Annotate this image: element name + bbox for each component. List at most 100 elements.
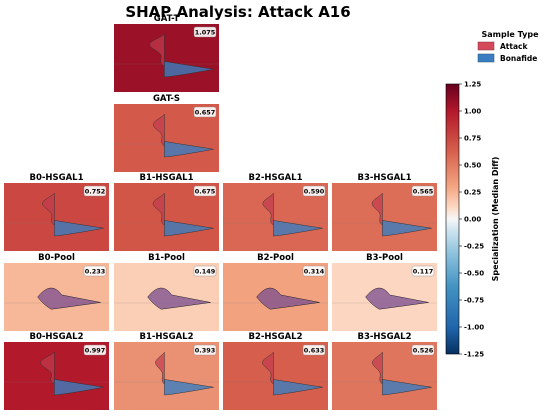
legend: Sample Type Attack Bonafide	[477, 30, 539, 63]
colorbar-tick-label: 1.00	[464, 108, 481, 116]
value-label: 0.997	[85, 347, 106, 355]
panel-title: B2-HSGAL1	[248, 173, 302, 183]
colorbar-tick-label: 0.25	[464, 189, 481, 197]
value-badge	[193, 265, 217, 277]
violin-attack	[152, 192, 165, 226]
panel-title: B1-Pool	[148, 253, 185, 263]
violin-bonafide	[54, 220, 104, 237]
panel-title: B1-HSGAL1	[139, 173, 193, 183]
value-label: 0.117	[413, 268, 434, 276]
colorbar-tick-label: -0.50	[464, 270, 484, 278]
value-label: 0.149	[195, 268, 216, 276]
value-badge	[83, 185, 107, 197]
value-label: 1.075	[195, 29, 216, 37]
violin-bonafide	[164, 220, 214, 237]
panel-b3-pool: 0.117 B3-Pool	[332, 253, 437, 331]
colorbar-ticks: 1.25 1.00 0.75 0.50 0.25 0.00 -0.25 -0.50 -0.75 -…	[459, 81, 484, 359]
panel-title: GAT-S	[153, 94, 180, 104]
violin-attack	[155, 351, 165, 385]
violin-bonafide	[382, 379, 432, 396]
panel-title: B3-Pool	[366, 253, 403, 263]
violin-bonafide	[164, 141, 214, 158]
panel-title: B0-HSGAL1	[29, 173, 83, 183]
panel-title: B3-HSGAL1	[357, 173, 411, 183]
colorbar-tick-label: 0.50	[464, 162, 481, 170]
panel-title: B2-Pool	[257, 253, 294, 263]
value-label: 0.393	[195, 347, 216, 355]
colorbar-tick-label: -0.75	[464, 297, 484, 305]
violin-combined	[256, 287, 320, 310]
chart-title: SHAP Analysis: Attack A16	[125, 3, 350, 21]
value-badge	[193, 106, 217, 118]
value-label: 0.657	[195, 109, 216, 117]
violin-attack	[262, 351, 274, 385]
violin-attack	[371, 192, 383, 226]
panel-gat-s: 0.657 GAT-S	[114, 94, 219, 172]
panel-title: B2-HSGAL2	[248, 332, 302, 342]
colorbar: 1.25 1.00 0.75 0.50 0.25 0.00 -0.25 -0.50 -0.75 -…	[445, 81, 500, 359]
violin-attack	[42, 192, 55, 226]
panel-title: B3-HSGAL2	[357, 332, 411, 342]
value-badge	[411, 265, 435, 277]
violin-bonafide	[382, 220, 432, 237]
value-label: 0.752	[85, 188, 106, 196]
value-label: 0.675	[195, 188, 216, 196]
colorbar-tick-label: -1.25	[464, 351, 484, 359]
colorbar-tick-label: -1.00	[464, 324, 484, 332]
legend-label-attack: Attack	[500, 42, 528, 51]
legend-title: Sample Type	[481, 30, 539, 39]
value-badge	[411, 185, 435, 197]
violin-attack	[372, 351, 383, 385]
value-label: 0.526	[413, 347, 434, 355]
panel-b1-pool: 0.149 B1-Pool	[114, 253, 219, 331]
violin-attack	[40, 351, 55, 385]
panel-grid: 1.075GAT-T0.657GAT-S0.752B0-HSGAL10.675B…	[4, 14, 437, 410]
violin-bonafide	[54, 379, 104, 396]
colorbar-tick-label: 0.00	[464, 216, 481, 224]
violin-attack	[149, 33, 165, 67]
colorbar-gradient	[445, 83, 460, 355]
value-badge	[411, 344, 435, 356]
panel-title: B1-HSGAL2	[139, 332, 193, 342]
violin-bonafide	[273, 379, 323, 396]
value-label: 0.565	[413, 188, 434, 196]
value-label: 0.633	[304, 347, 325, 355]
violin-combined	[365, 287, 429, 310]
panel-title: GAT-T	[154, 14, 180, 24]
value-badge	[83, 265, 107, 277]
violin-bonafide	[164, 61, 214, 78]
value-label: 0.314	[304, 268, 325, 276]
value-badge	[193, 185, 217, 197]
violin-attack	[153, 113, 165, 147]
value-badge	[302, 185, 326, 197]
value-badge	[302, 344, 326, 356]
value-badge	[193, 344, 217, 356]
colorbar-tick-label: 0.75	[464, 135, 481, 143]
panel-gat-t: 1.075 GAT-T	[114, 14, 219, 92]
legend-swatch-bonafide	[477, 53, 495, 63]
panel-title: B0-HSGAL2	[29, 332, 83, 342]
colorbar-label: Specialization (Median Diff)	[491, 157, 500, 282]
legend-label-bonafide: Bonafide	[500, 54, 537, 63]
legend-swatch-attack	[477, 41, 495, 51]
panel-title: B0-Pool	[38, 253, 75, 263]
value-badge	[193, 26, 217, 38]
colorbar-tick-label: -0.25	[464, 243, 484, 251]
value-label: 0.590	[304, 188, 325, 196]
value-badge	[302, 265, 326, 277]
value-badge	[83, 344, 107, 356]
violin-bonafide	[164, 379, 214, 396]
panel-b2-pool: 0.314 B2-Pool	[223, 253, 328, 331]
colorbar-tick-label: 1.25	[464, 81, 481, 89]
value-label: 0.233	[85, 268, 106, 276]
panel-b0-pool: 0.233 B0-Pool	[4, 253, 109, 331]
